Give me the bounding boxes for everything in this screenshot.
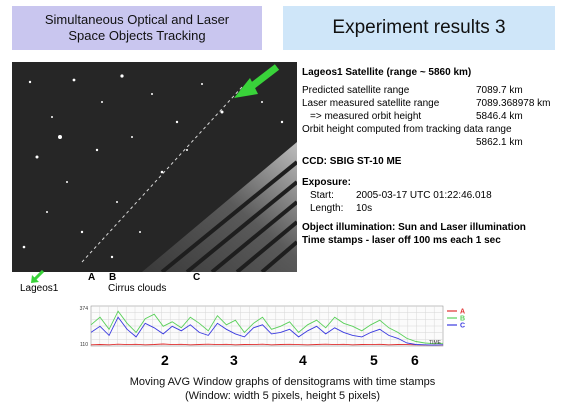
time-marker-6: 6 xyxy=(411,352,419,368)
label-a: A xyxy=(88,272,96,283)
lageos-arrow-icon xyxy=(30,269,45,284)
page-title: Experiment results 3 xyxy=(332,17,506,38)
length-label: Length: xyxy=(310,203,344,214)
densitogram-chart: 374 110 A B C TIME xyxy=(67,302,483,352)
stars xyxy=(22,74,284,259)
laser-glow xyxy=(142,142,297,272)
x-axis-label: TIME xyxy=(429,340,442,346)
time-marker-5: 5 xyxy=(370,352,378,368)
predicted-value: 7089.7 km xyxy=(476,85,523,96)
caption-line1: Moving AVG Window graphs of densitograms… xyxy=(129,376,436,388)
y-tick-bottom: 110 xyxy=(80,342,88,348)
series-line-a xyxy=(90,343,444,346)
timestamps-text: Time stamps - laser off 100 ms each 1 se… xyxy=(302,235,501,246)
time-marker-4: 4 xyxy=(299,352,307,368)
computed-label: Orbit height computed from tracking data… xyxy=(302,124,512,135)
title-left-line2: Space Objects Tracking xyxy=(68,28,206,43)
legend-label-b: B xyxy=(460,316,465,323)
time-marker-3: 3 xyxy=(230,352,238,368)
series-line-b xyxy=(90,310,444,345)
title-box-left: Simultaneous Optical and Laser Space Obj… xyxy=(12,6,262,50)
caption-line2: (Window: width 5 pixels, height 5 pixels… xyxy=(184,390,381,402)
illumination-text: Object illumination: Sun and Laser illum… xyxy=(302,222,526,233)
laser-value: 7089.368978 km xyxy=(476,98,551,109)
label-b: B xyxy=(109,272,117,283)
satellite-title: Lageos1 Satellite (range ~ 5860 km) xyxy=(302,67,472,78)
legend-label-a: A xyxy=(460,309,465,316)
telescope-image-svg xyxy=(12,62,297,272)
title-box-right: Experiment results 3 xyxy=(283,6,555,50)
legend-label-c: C xyxy=(460,323,465,330)
telescope-image xyxy=(12,62,297,272)
cirrus-label: Cirrus clouds xyxy=(108,283,167,294)
satellite-arrow-icon xyxy=(234,64,280,98)
label-c: C xyxy=(193,272,201,283)
timestamp-stripes xyxy=(160,160,297,272)
chart-grid xyxy=(91,306,443,346)
title-left-line1: Simultaneous Optical and Laser xyxy=(44,12,230,27)
time-marker-2: 2 xyxy=(161,352,169,368)
computed-value: 5862.1 km xyxy=(476,137,523,148)
lageos-label: Lageos1 xyxy=(20,283,59,294)
ccd-label: CCD: SBIG ST-10 ME xyxy=(302,156,402,167)
laser-label: Laser measured satellite range xyxy=(302,98,440,109)
exposure-title: Exposure: xyxy=(302,177,351,188)
start-label: Start: xyxy=(310,190,334,201)
length-value: 10s xyxy=(356,203,373,214)
y-tick-top: 374 xyxy=(80,306,89,312)
densitogram-chart-svg: 374 110 ABC TIME xyxy=(80,305,465,348)
orbit-label: => measured orbit height xyxy=(310,111,422,122)
series-line-c xyxy=(90,316,444,346)
predicted-label: Predicted satellite range xyxy=(302,85,410,96)
start-value: 2005-03-17 UTC 01:22:46.018 xyxy=(356,190,492,201)
orbit-value: 5846.4 km xyxy=(476,111,523,122)
